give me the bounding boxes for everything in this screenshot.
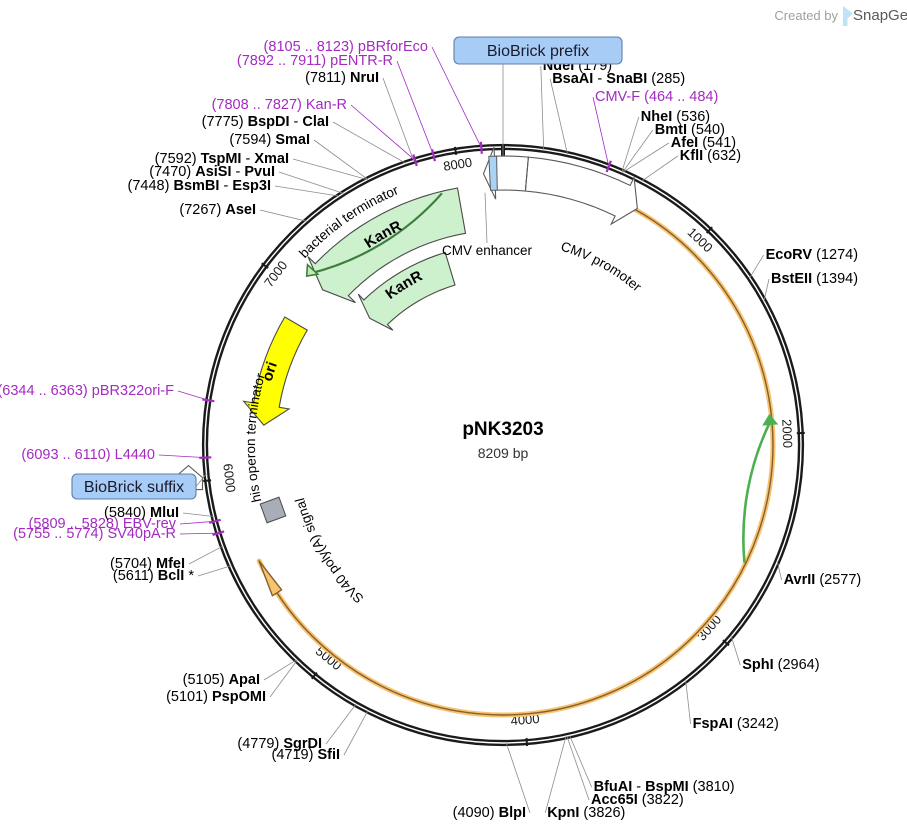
- svg-text:SphI (2964): SphI (2964): [742, 657, 819, 673]
- svg-text:KpnI (3826): KpnI (3826): [547, 805, 625, 821]
- svg-text:(8105 .. 8123) pBRforEco: (8105 .. 8123) pBRforEco: [264, 39, 428, 55]
- svg-text:SnapGene: SnapGene: [853, 7, 907, 24]
- svg-text:AvrII (2577): AvrII (2577): [784, 572, 862, 588]
- svg-text:BioBrick suffix: BioBrick suffix: [84, 479, 184, 496]
- svg-text:(7267) AseI: (7267) AseI: [179, 202, 256, 218]
- svg-text:(4719) SfiI: (4719) SfiI: [271, 747, 340, 763]
- svg-text:(5105) ApaI: (5105) ApaI: [183, 672, 260, 688]
- svg-text:(5840) MluI: (5840) MluI: [104, 505, 179, 521]
- svg-text:(5101) PspOMI: (5101) PspOMI: [166, 689, 266, 705]
- svg-text:BioBrick prefix: BioBrick prefix: [487, 43, 589, 60]
- svg-text:BstEII (1394): BstEII (1394): [771, 271, 858, 287]
- svg-text:(7892 .. 7911) pENTR-R: (7892 .. 7911) pENTR-R: [237, 53, 393, 69]
- svg-text:(4090) BlpI: (4090) BlpI: [453, 805, 526, 821]
- svg-text:(7594) SmaI: (7594) SmaI: [229, 132, 310, 148]
- svg-text:(6093 .. 6110) L4440: (6093 .. 6110) L4440: [21, 447, 155, 463]
- svg-text:Created by: Created by: [774, 8, 838, 23]
- svg-text:(7448) BsmBI - Esp3I: (7448) BsmBI - Esp3I: [128, 178, 271, 194]
- svg-text:2000: 2000: [779, 419, 795, 449]
- svg-text:BsaAI - SnaBI (285): BsaAI - SnaBI (285): [552, 71, 685, 87]
- svg-text:EcoRV (1274): EcoRV (1274): [766, 247, 858, 263]
- svg-text:(7775) BspDI - ClaI: (7775) BspDI - ClaI: [202, 114, 329, 130]
- svg-text:(6344 .. 6363) pBR322ori-F: (6344 .. 6363) pBR322ori-F: [0, 383, 174, 399]
- svg-text:8209 bp: 8209 bp: [478, 445, 529, 461]
- svg-text:(7592) TspMI - XmaI: (7592) TspMI - XmaI: [155, 151, 289, 167]
- svg-text:CMV enhancer: CMV enhancer: [442, 243, 533, 258]
- svg-text:FspAI (3242): FspAI (3242): [693, 716, 779, 732]
- svg-text:(7808 .. 7827) Kan-R: (7808 .. 7827) Kan-R: [212, 97, 347, 113]
- svg-text:(5704) MfeI: (5704) MfeI: [110, 556, 185, 572]
- svg-text:(7811) NruI: (7811) NruI: [305, 70, 379, 86]
- svg-text:pNK3203: pNK3203: [462, 419, 543, 440]
- svg-text:CMV-F (464 .. 484): CMV-F (464 .. 484): [595, 89, 718, 105]
- svg-text:KflI (632): KflI (632): [680, 148, 741, 164]
